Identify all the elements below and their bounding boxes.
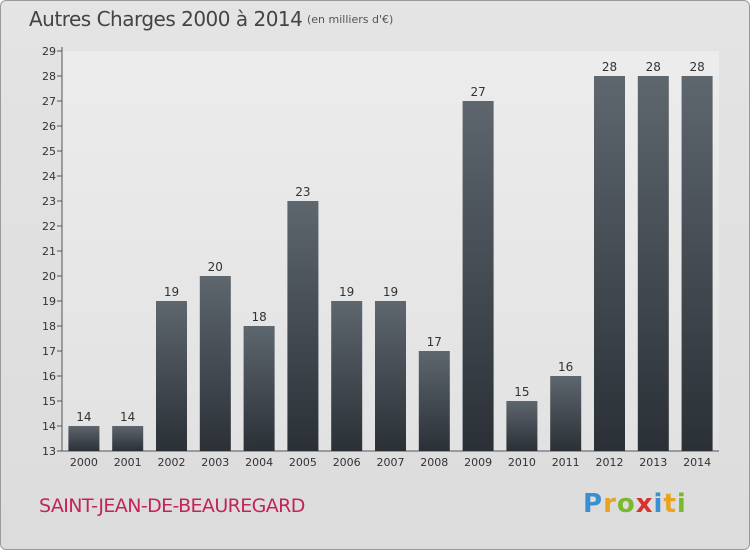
bar-2000 [68,426,100,451]
x-tick-label: 2013 [639,456,667,469]
x-tick-label: 2000 [70,456,98,469]
y-tick-label: 22 [42,220,56,233]
data-label-2013: 28 [646,60,661,74]
y-tick-label: 26 [42,120,56,133]
x-tick-label: 2005 [289,456,317,469]
data-label-2006: 19 [339,285,354,299]
logo-letter: P [583,489,604,519]
logo-letter: i [676,489,687,519]
bar-2006 [331,301,363,451]
bar-2004 [243,326,275,451]
data-label-2003: 20 [208,260,223,274]
bar-2011 [550,376,582,451]
bar-2001 [112,426,144,451]
chart-unit-note: (en milliers d'€) [307,13,394,26]
data-label-2008: 17 [427,335,442,349]
x-tick-label: 2014 [683,456,711,469]
x-tick-label: 2004 [245,456,273,469]
x-tick-label: 2012 [596,456,624,469]
bar-2010 [506,401,538,451]
y-tick-label: 29 [42,45,56,58]
logo-letter: t [663,489,677,519]
y-tick-label: 16 [42,370,56,383]
y-tick-label: 19 [42,295,56,308]
y-tick-label: 13 [42,445,56,458]
x-tick-label: 2007 [377,456,405,469]
data-label-2010: 15 [514,385,529,399]
data-label-2007: 19 [383,285,398,299]
commune-name: SAINT-JEAN-DE-BEAUREGARD [39,495,305,517]
data-label-2001: 14 [120,410,135,424]
bar-2009 [462,101,494,451]
y-tick-label: 28 [42,70,56,83]
y-tick-label: 27 [42,95,56,108]
x-tick-label: 2002 [158,456,186,469]
chart-title: Autres Charges 2000 à 2014 [29,7,303,31]
x-tick-label: 2006 [333,456,361,469]
x-tick-label: 2001 [114,456,142,469]
y-tick-label: 25 [42,145,56,158]
y-tick-label: 20 [42,270,56,283]
logo-letter: r [603,489,617,519]
bar-2007 [375,301,406,451]
data-label-2009: 27 [470,85,485,99]
data-label-2000: 14 [76,410,91,424]
bar-2002 [156,301,187,451]
data-label-2004: 18 [251,310,266,324]
logo-letter: o [616,489,636,519]
bar-2012 [594,76,625,451]
y-tick-label: 17 [42,345,56,358]
y-tick-label: 18 [42,320,56,333]
x-tick-label: 2008 [420,456,448,469]
data-label-2002: 19 [164,285,179,299]
y-tick-label: 14 [42,420,56,433]
bar-2005 [287,201,319,451]
x-tick-label: 2009 [464,456,492,469]
logo-letter: i [653,489,664,519]
data-label-2014: 28 [689,60,704,74]
y-tick-label: 15 [42,395,56,408]
y-tick-label: 21 [42,245,56,258]
data-label-2011: 16 [558,360,573,374]
data-label-2012: 28 [602,60,617,74]
x-tick-label: 2011 [552,456,580,469]
bar-2008 [418,351,450,451]
x-tick-label: 2003 [201,456,229,469]
bar-2013 [637,76,669,451]
x-tick-label: 2010 [508,456,536,469]
y-tick-label: 24 [42,170,56,183]
proxiti-logo: Proxiti [583,489,687,519]
bar-2003 [199,276,231,451]
logo-letter: x [635,489,654,519]
y-tick-label: 23 [42,195,56,208]
data-label-2005: 23 [295,185,310,199]
bar-2014 [681,76,713,451]
